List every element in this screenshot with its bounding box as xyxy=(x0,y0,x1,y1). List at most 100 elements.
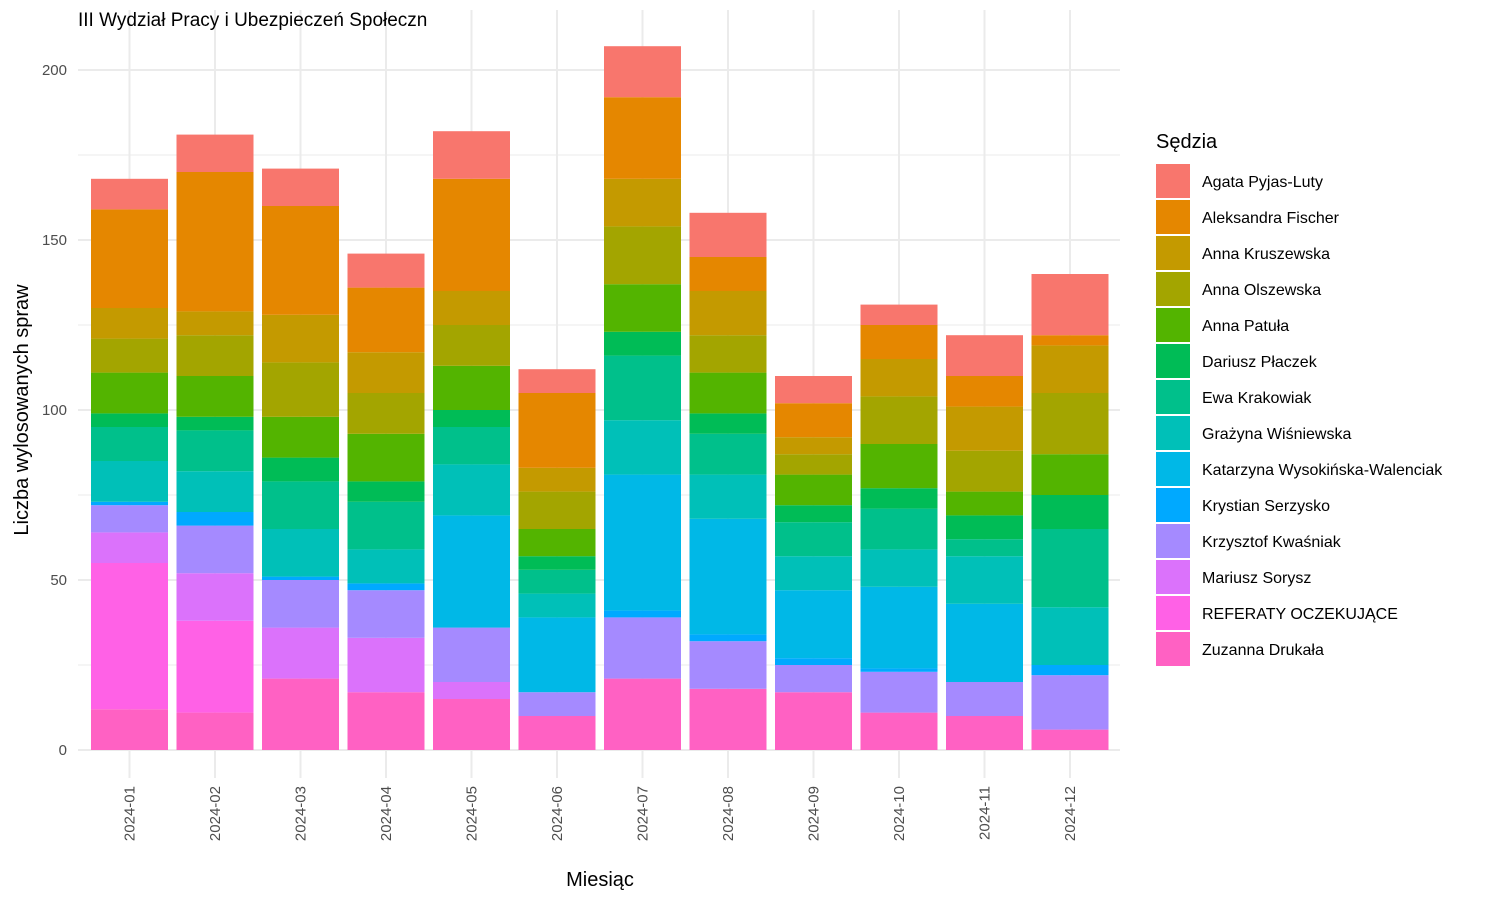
bar-segment xyxy=(91,532,168,563)
bar-segment xyxy=(91,427,168,461)
bar-segment xyxy=(946,539,1023,557)
bar-segment xyxy=(604,97,681,179)
bar-segment xyxy=(1031,495,1109,529)
legend-entry-label: Anna Kruszewska xyxy=(1202,246,1330,263)
legend-swatch xyxy=(1156,524,1190,558)
bar-segment xyxy=(176,573,254,621)
bar-segment xyxy=(518,556,596,570)
bar-segment xyxy=(604,284,681,332)
bar-segment xyxy=(604,331,681,356)
y-tick-label: 0 xyxy=(59,742,67,759)
y-axis-label: Liczba wylosowanych spraw xyxy=(11,284,33,536)
bar-segment xyxy=(262,416,339,458)
legend: Sędzia Agata Pyjas-Luty Aleksandra Fische… xyxy=(1156,131,1443,666)
bar-segment xyxy=(775,505,852,523)
bar-segment xyxy=(176,512,254,526)
legend-swatch xyxy=(1156,452,1190,486)
bar-segment xyxy=(91,505,168,533)
bar-segment xyxy=(946,376,1023,407)
bar-segment xyxy=(91,563,168,710)
bar-segment xyxy=(347,583,425,591)
bar-segment xyxy=(689,372,767,414)
y-tick-label: 200 xyxy=(42,62,67,79)
bar-segment xyxy=(176,335,254,376)
bar-segment xyxy=(775,556,852,591)
x-tick-label: 2024-05 xyxy=(464,786,481,841)
bar-segment xyxy=(262,678,339,750)
bar-segment xyxy=(91,338,168,373)
bar-segment xyxy=(775,665,852,693)
bar-segment xyxy=(604,420,681,475)
chart-title: III Wydział Pracy i Ubezpieczeń Społeczn xyxy=(78,10,427,31)
bar-segment xyxy=(518,569,596,594)
bar-segment xyxy=(860,549,938,587)
bar-segment xyxy=(91,501,168,506)
bar-segment xyxy=(775,658,852,665)
bar-segment xyxy=(518,369,596,393)
bar-segment xyxy=(518,529,596,557)
bar-segment xyxy=(262,529,339,577)
bars xyxy=(91,46,1109,750)
bar-segment xyxy=(689,291,767,336)
legend-entry-label: Krystian Serzysko xyxy=(1202,498,1330,515)
bar-segment xyxy=(860,488,938,509)
bar-segment xyxy=(347,393,425,434)
bar-segment xyxy=(604,617,681,679)
legend-entry-label: Zuzanna Drukała xyxy=(1202,642,1324,659)
bar-segment xyxy=(518,491,596,529)
bar-segment xyxy=(262,314,339,363)
bar-segment xyxy=(689,335,767,373)
bar-segment xyxy=(689,413,767,434)
legend-swatch xyxy=(1156,236,1190,270)
x-tick-label: 2024-08 xyxy=(720,786,737,841)
y-tick-label: 100 xyxy=(42,402,67,419)
x-axis-ticks: 2024-01 2024-02 2024-03 2024-04 2024-05 2024-… xyxy=(122,786,1080,841)
bar-segment xyxy=(176,430,254,472)
bar-segment xyxy=(604,678,681,750)
bar-segment xyxy=(518,617,596,693)
bar-segment xyxy=(946,335,1023,376)
legend-entry-label: Grażyna Wiśniewska xyxy=(1202,426,1351,443)
bar-segment xyxy=(1031,274,1109,336)
legend-swatch xyxy=(1156,164,1190,198)
x-tick-label: 2024-01 xyxy=(122,786,139,841)
legend-swatch xyxy=(1156,596,1190,630)
bar-segment xyxy=(1031,393,1109,455)
bar-segment xyxy=(347,481,425,502)
bar-segment xyxy=(433,515,510,628)
y-tick-label: 50 xyxy=(50,572,67,589)
bar-segment xyxy=(91,178,168,210)
legend-title: Sędzia xyxy=(1156,131,1218,153)
x-tick-label: 2024-09 xyxy=(806,786,823,841)
bar-segment xyxy=(433,178,510,291)
bar-segment xyxy=(1031,454,1109,495)
bar-segment xyxy=(433,325,510,366)
bar-segment xyxy=(860,444,938,489)
bar-segment xyxy=(946,515,1023,540)
x-tick-label: 2024-12 xyxy=(1062,786,1079,841)
bar-segment xyxy=(433,410,510,427)
bar-segment xyxy=(176,416,254,431)
bar-segment xyxy=(1031,335,1109,346)
bar-segment xyxy=(262,457,339,482)
bar-segment xyxy=(347,287,425,353)
bar-segment xyxy=(518,716,596,750)
bar-segment xyxy=(433,464,510,516)
bar-segment xyxy=(347,692,425,750)
bar-segment xyxy=(262,362,339,417)
bar-segment xyxy=(433,699,510,750)
legend-entry-label: Mariusz Sorysz xyxy=(1202,570,1311,587)
bar-segment xyxy=(347,637,425,693)
bar-segment xyxy=(91,209,168,308)
bar-segment xyxy=(689,257,767,291)
legend-entry-label: Ewa Krakowiak xyxy=(1202,390,1312,407)
bar-segment xyxy=(1031,675,1109,730)
x-tick-label: 2024-04 xyxy=(378,786,395,841)
legend-entry-label: Anna Patuła xyxy=(1202,318,1289,335)
bar-segment xyxy=(91,709,168,750)
bar-segment xyxy=(91,372,168,414)
bar-segment xyxy=(262,580,339,628)
bar-segment xyxy=(433,627,510,682)
bar-segment xyxy=(176,311,254,336)
